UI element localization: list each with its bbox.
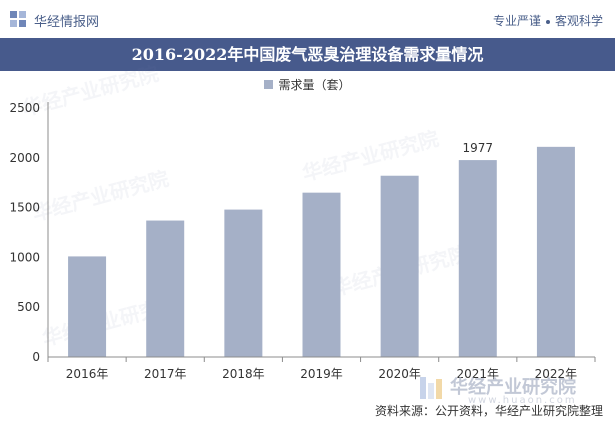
- y-tick-label: 1500: [9, 201, 40, 215]
- y-tick-label: 1000: [9, 250, 40, 264]
- chart-title-bar: 2016-2022年中国废气恶臭治理设备需求量情况: [0, 38, 615, 71]
- footer-url: www.huaon.com: [468, 395, 577, 406]
- y-tick-label: 2000: [9, 151, 40, 165]
- y-tick-label: 0: [32, 350, 40, 364]
- huajing-logo-icon: [10, 11, 26, 27]
- legend-label: 需求量（套）: [278, 78, 351, 92]
- x-tick-label: 2016年: [66, 367, 109, 381]
- data-label: 1977: [463, 141, 494, 155]
- source-note: 资料来源：公开资料，华经产业研究院整理: [374, 404, 603, 418]
- bar: [536, 146, 575, 357]
- huajing-research-logo-icon: [420, 377, 442, 399]
- x-axis: 2016年 2017年 2018年 2019年 2020年 2021年 2022年: [47, 356, 596, 381]
- y-tick-label: 2500: [9, 101, 40, 115]
- x-tick-label: 2018年: [222, 367, 265, 381]
- bar: [458, 160, 497, 357]
- footer-brand: 华经产业研究院: [450, 377, 576, 398]
- chart-legend: 需求量（套）: [0, 76, 615, 96]
- bullet-dot-icon: [545, 19, 550, 24]
- x-tick-label: 2021年: [457, 367, 500, 381]
- bar: [224, 209, 263, 357]
- x-tick-label: 2017年: [144, 367, 187, 381]
- bar-series: [68, 146, 575, 357]
- site-name[interactable]: 华经情报网: [34, 15, 100, 30]
- x-tick-label: 2019年: [300, 367, 343, 381]
- site-slogan: 专业严谨 客观科学: [493, 12, 603, 29]
- slogan-right: 客观科学: [554, 14, 603, 28]
- data-labels: 1977: [463, 141, 494, 155]
- bar: [302, 192, 341, 357]
- site-header: 华经情报网 专业严谨 客观科学: [0, 0, 615, 38]
- chart-title: 2016-2022年中国废气恶臭治理设备需求量情况: [131, 45, 484, 64]
- x-tick-label: 2022年: [535, 367, 578, 381]
- legend-swatch: [264, 80, 274, 89]
- y-tick-label: 500: [17, 300, 40, 314]
- bar: [68, 256, 107, 357]
- bar: [380, 175, 419, 357]
- x-tick-label: 2020年: [378, 367, 421, 381]
- slogan-left: 专业严谨: [492, 14, 541, 28]
- y-axis: 0 500 1000 1500 2000 2500: [9, 101, 49, 364]
- bar: [146, 220, 185, 357]
